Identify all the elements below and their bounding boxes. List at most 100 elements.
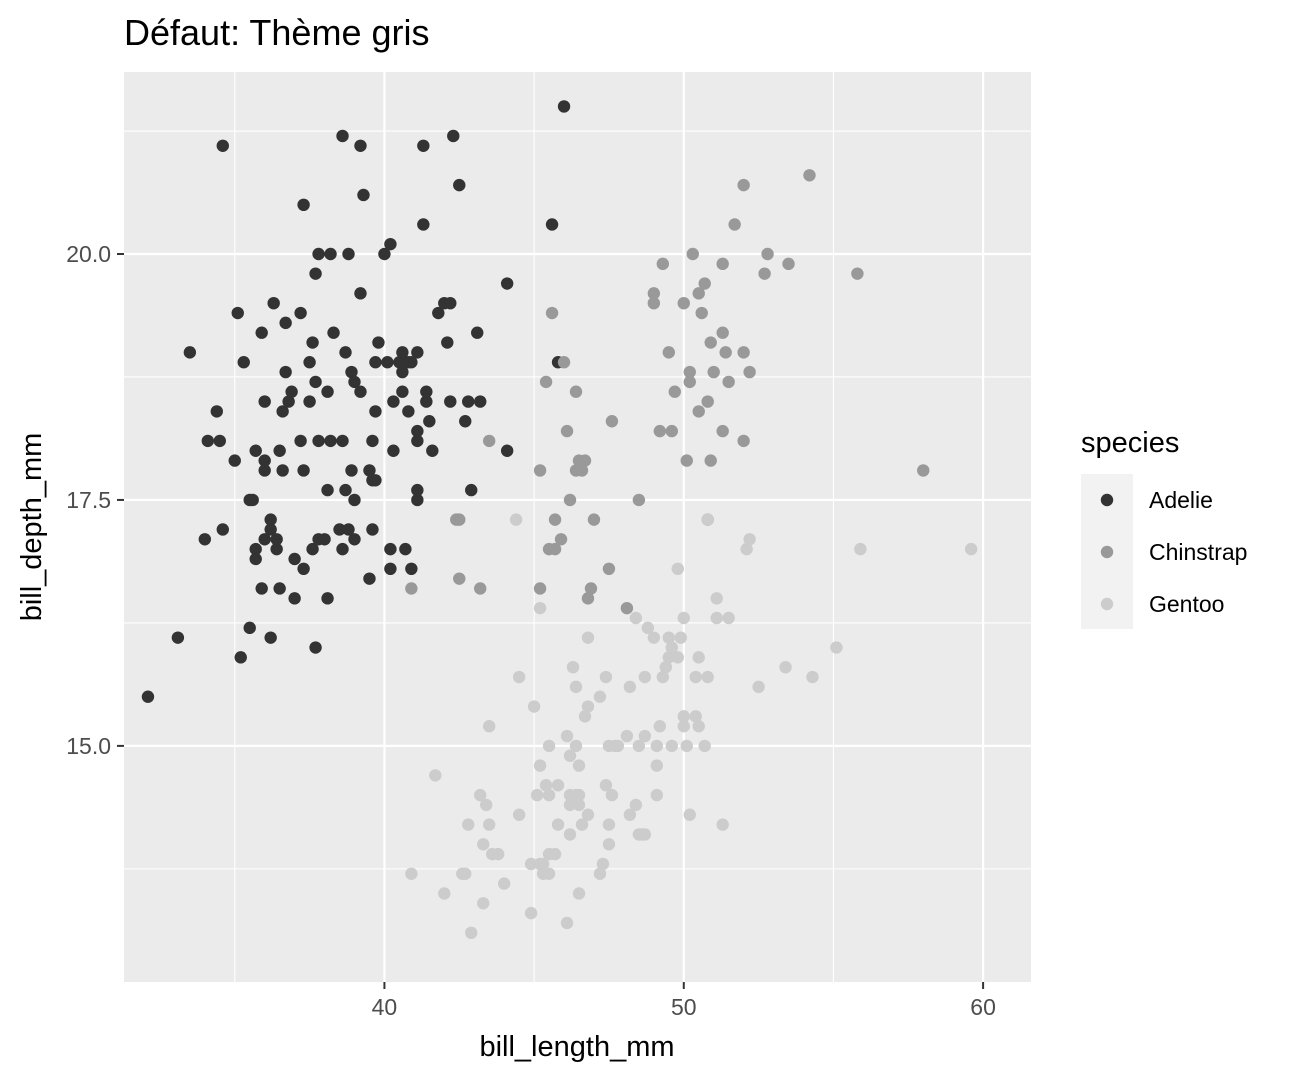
data-point — [524, 857, 538, 871]
data-point — [339, 483, 352, 497]
data-point — [701, 670, 714, 684]
data-point — [638, 828, 652, 841]
data-point — [411, 493, 424, 507]
data-point — [533, 582, 547, 595]
data-point — [602, 818, 616, 831]
data-point — [405, 867, 418, 880]
data-point — [545, 218, 559, 231]
legend-label-adelie: Adelie — [1149, 487, 1213, 513]
data-point — [249, 552, 262, 566]
data-points — [141, 100, 978, 940]
data-point — [542, 739, 556, 753]
data-point — [623, 680, 637, 694]
data-point — [569, 739, 583, 753]
data-point — [297, 198, 310, 212]
data-point — [345, 464, 358, 477]
data-point — [641, 621, 655, 635]
data-point — [560, 424, 574, 438]
grid-major — [124, 72, 1031, 982]
data-point — [512, 808, 526, 821]
data-point — [267, 296, 280, 310]
data-point — [533, 759, 547, 772]
data-point — [752, 680, 765, 694]
data-point — [405, 582, 418, 595]
data-point — [722, 611, 735, 625]
data-point — [638, 729, 652, 743]
data-point — [689, 670, 702, 684]
data-point — [611, 739, 625, 753]
data-point — [599, 670, 613, 684]
y-axis: 15.0 17.5 20.0 — [66, 241, 124, 759]
data-point — [593, 690, 607, 703]
data-point — [270, 542, 283, 556]
x-axis-title: bill_length_mm — [479, 1031, 674, 1063]
legend-label-gentoo: Gentoo — [1149, 591, 1224, 617]
data-point — [480, 798, 493, 812]
data-point — [740, 542, 753, 556]
data-point — [656, 670, 670, 684]
data-point — [459, 415, 472, 428]
data-point — [294, 434, 307, 448]
data-point — [575, 818, 589, 831]
data-point — [662, 346, 675, 359]
data-point — [647, 296, 661, 310]
data-point — [432, 306, 445, 320]
data-point — [620, 601, 634, 615]
grid-minor — [124, 72, 1031, 982]
data-point — [716, 818, 729, 831]
data-point — [482, 818, 496, 831]
data-point — [569, 385, 583, 398]
data-point — [354, 385, 367, 398]
data-point — [650, 739, 664, 753]
series-adelie — [141, 100, 571, 703]
data-point — [477, 897, 490, 910]
data-point — [321, 385, 334, 398]
data-point — [584, 582, 598, 595]
data-point — [387, 395, 400, 408]
x-tick-label: 60 — [970, 994, 996, 1020]
data-point — [411, 434, 424, 448]
data-point — [563, 749, 577, 762]
data-point — [668, 385, 681, 398]
data-point — [680, 454, 693, 467]
data-point — [255, 582, 268, 595]
data-point — [554, 533, 568, 546]
data-point — [378, 247, 391, 261]
data-point — [650, 759, 664, 772]
data-point — [701, 513, 714, 526]
data-point — [851, 267, 864, 280]
data-point — [357, 188, 370, 202]
data-point — [491, 847, 505, 861]
data-point — [557, 356, 571, 369]
data-point — [264, 631, 277, 644]
data-point — [602, 838, 616, 851]
data-point — [363, 464, 376, 477]
data-point — [575, 464, 589, 477]
data-point — [336, 542, 349, 556]
data-point — [548, 847, 562, 861]
data-point — [393, 356, 406, 369]
data-point — [333, 523, 346, 536]
data-point — [692, 405, 705, 418]
data-point — [183, 346, 197, 359]
data-point — [854, 542, 867, 556]
data-point — [402, 405, 415, 418]
data-point — [306, 542, 319, 556]
data-point — [563, 828, 577, 841]
data-point — [542, 867, 556, 880]
data-point — [264, 523, 277, 536]
data-point — [339, 346, 352, 359]
data-point — [572, 788, 586, 802]
data-point — [462, 818, 475, 831]
data-point — [258, 533, 271, 546]
data-point — [566, 660, 580, 674]
legend: species Adelie Chinstrap Gentoo — [1081, 427, 1247, 629]
data-point — [803, 169, 816, 182]
data-point — [396, 385, 409, 398]
data-point — [581, 700, 595, 713]
data-point — [647, 631, 661, 644]
data-point — [279, 316, 292, 330]
data-point — [671, 651, 684, 664]
data-point — [396, 365, 409, 379]
data-point — [665, 641, 678, 654]
